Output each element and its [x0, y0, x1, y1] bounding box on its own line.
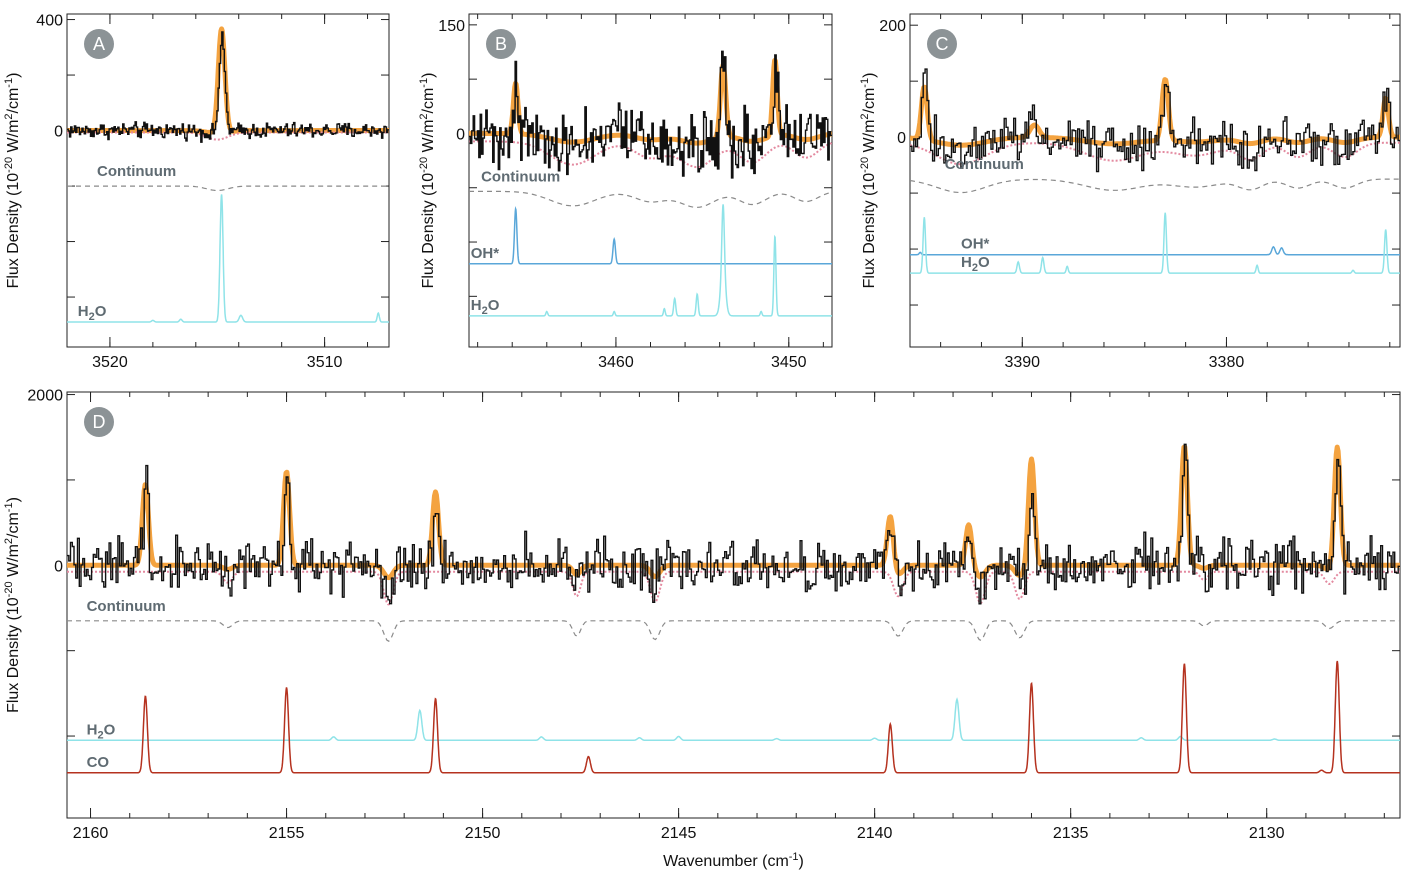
y-tick-label: 0: [897, 130, 906, 147]
x-tick-label: 3520: [92, 354, 128, 371]
y-tick-label: 0: [54, 124, 63, 141]
component-continuum-line: [910, 178, 1400, 194]
y-tick-label: 150: [438, 18, 465, 35]
x-axis-title: Wavenumber (cm-1): [663, 851, 804, 870]
panel-badge: [84, 407, 114, 437]
panel-d: 2160 2155 2150 2145 2140 2135 2130 2000 0 Flux De…: [3, 388, 1401, 842]
panel-badge-letter: B: [495, 34, 507, 54]
component-oh-line: [910, 245, 1400, 256]
component-label: H2O: [471, 297, 500, 317]
component-label: Continuum: [945, 156, 1024, 173]
component-h2o-line: [910, 212, 1400, 274]
y-tick-label: 0: [456, 126, 465, 143]
component-label: H2O: [87, 721, 116, 741]
observed-spectrum-line: [469, 50, 832, 179]
x-tick-label: 2145: [661, 825, 697, 842]
plot-area: [910, 68, 1400, 274]
y-axis-title: Flux Density (10-20 W/m2/cm-1): [3, 73, 22, 289]
x-tick-label: 3460: [598, 354, 634, 371]
component-h2o-line: [67, 697, 1400, 742]
plot-area: [67, 26, 389, 323]
x-tick-label: 2140: [857, 825, 893, 842]
y-axis-title: Flux Density (10-20 W/m2/cm-1): [3, 497, 22, 713]
component-label: Continuum: [87, 598, 166, 615]
x-tick-label: 2130: [1249, 825, 1285, 842]
component-label: OH*: [471, 245, 500, 262]
continuum-fit-line: [67, 131, 389, 141]
panel-b: 3460 3450 150 0 Flux Density (10-20 W/m2/cm-…: [418, 13, 833, 371]
y-tick-label: 0: [54, 558, 63, 575]
observed-spectrum-line: [910, 68, 1400, 173]
component-label: OH*: [961, 236, 990, 253]
plot-area: [67, 443, 1400, 774]
x-tick-label: 3450: [771, 354, 807, 371]
observed-spectrum-line: [67, 443, 1400, 605]
component-continuum-line: [469, 190, 832, 209]
x-tick-label: 2150: [465, 825, 501, 842]
x-tick-label: 3510: [307, 354, 343, 371]
component-h2o-line: [469, 204, 832, 317]
y-tick-label: 2000: [27, 388, 63, 405]
y-axis-title: Flux Density (10-20 W/m2/cm-1): [859, 73, 878, 289]
component-label: CO: [87, 754, 110, 771]
y-tick-label: 400: [36, 13, 63, 30]
y-tick-label: 200: [879, 18, 906, 35]
x-tick-label: 2135: [1053, 825, 1089, 842]
x-tick-label: 3380: [1209, 354, 1245, 371]
x-tick-label: 3390: [1004, 354, 1040, 371]
panel-badge-letter: A: [93, 34, 105, 54]
x-tick-label: 2160: [73, 825, 109, 842]
component-label: Continuum: [481, 168, 560, 185]
panel-badge-letter: D: [93, 412, 106, 432]
panel-badge: [84, 29, 114, 59]
component-co-line: [67, 660, 1400, 774]
component-h2o-line: [67, 194, 389, 323]
y-axis-title: Flux Density (10-20 W/m2/cm-1): [418, 73, 437, 289]
observed-spectrum-line: [67, 31, 389, 143]
component-continuum-line: [67, 185, 389, 192]
plot-frame: [66, 13, 390, 348]
panel-c: 3390 3380 200 0 Flux Density (10-20 W/m2/cm-…: [859, 13, 1401, 371]
panel-badge-letter: C: [936, 34, 949, 54]
plot-frame: [909, 13, 1401, 348]
component-oh-line: [469, 206, 832, 265]
panel-badge: [486, 29, 516, 59]
component-continuum-line: [67, 620, 1400, 642]
component-label: Continuum: [97, 163, 176, 180]
plot-frame: [66, 391, 1401, 819]
component-label: H2O: [961, 254, 990, 274]
plot-area: [469, 50, 832, 317]
x-tick-label: 2155: [269, 825, 305, 842]
panel-badge: [927, 29, 957, 59]
component-label: H2O: [78, 303, 107, 323]
panel-a: 3520 3510 400 0 Flux Density (10-20 W/m2/cm-…: [3, 13, 390, 371]
